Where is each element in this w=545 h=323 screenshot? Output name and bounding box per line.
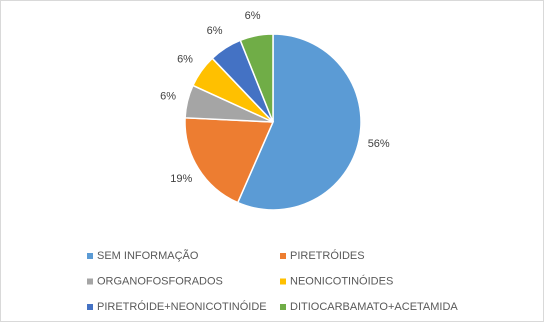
data-label: 56%: [368, 138, 390, 150]
legend-label: SEM INFORMAÇÃO: [97, 249, 199, 262]
pie-slice: [236, 33, 362, 211]
data-label: 6%: [245, 10, 261, 22]
legend-label: NEONICOTINÓIDES: [290, 274, 393, 287]
legend-label: ORGANOFOSFORADOS: [97, 275, 223, 287]
legend-marker: [87, 278, 93, 285]
data-label: 6%: [177, 53, 193, 65]
data-label: 19%: [170, 173, 192, 185]
legend-marker: [280, 304, 286, 310]
legend-marker: [87, 304, 93, 310]
legend-marker: [280, 278, 286, 285]
data-label: 6%: [160, 90, 176, 102]
pie-slice: [239, 33, 274, 123]
legend-marker: [87, 253, 93, 259]
legend-label: PIRETRÓIDE+NEONICOTINÓIDE: [97, 300, 267, 313]
legend-marker: [280, 253, 286, 259]
legend-label: DITIOCARBAMATO+ACETAMIDA: [290, 301, 458, 313]
legend-label: PIRETRÓIDES: [290, 249, 365, 262]
data-label: 6%: [207, 25, 223, 37]
pie-slice: [184, 117, 275, 204]
